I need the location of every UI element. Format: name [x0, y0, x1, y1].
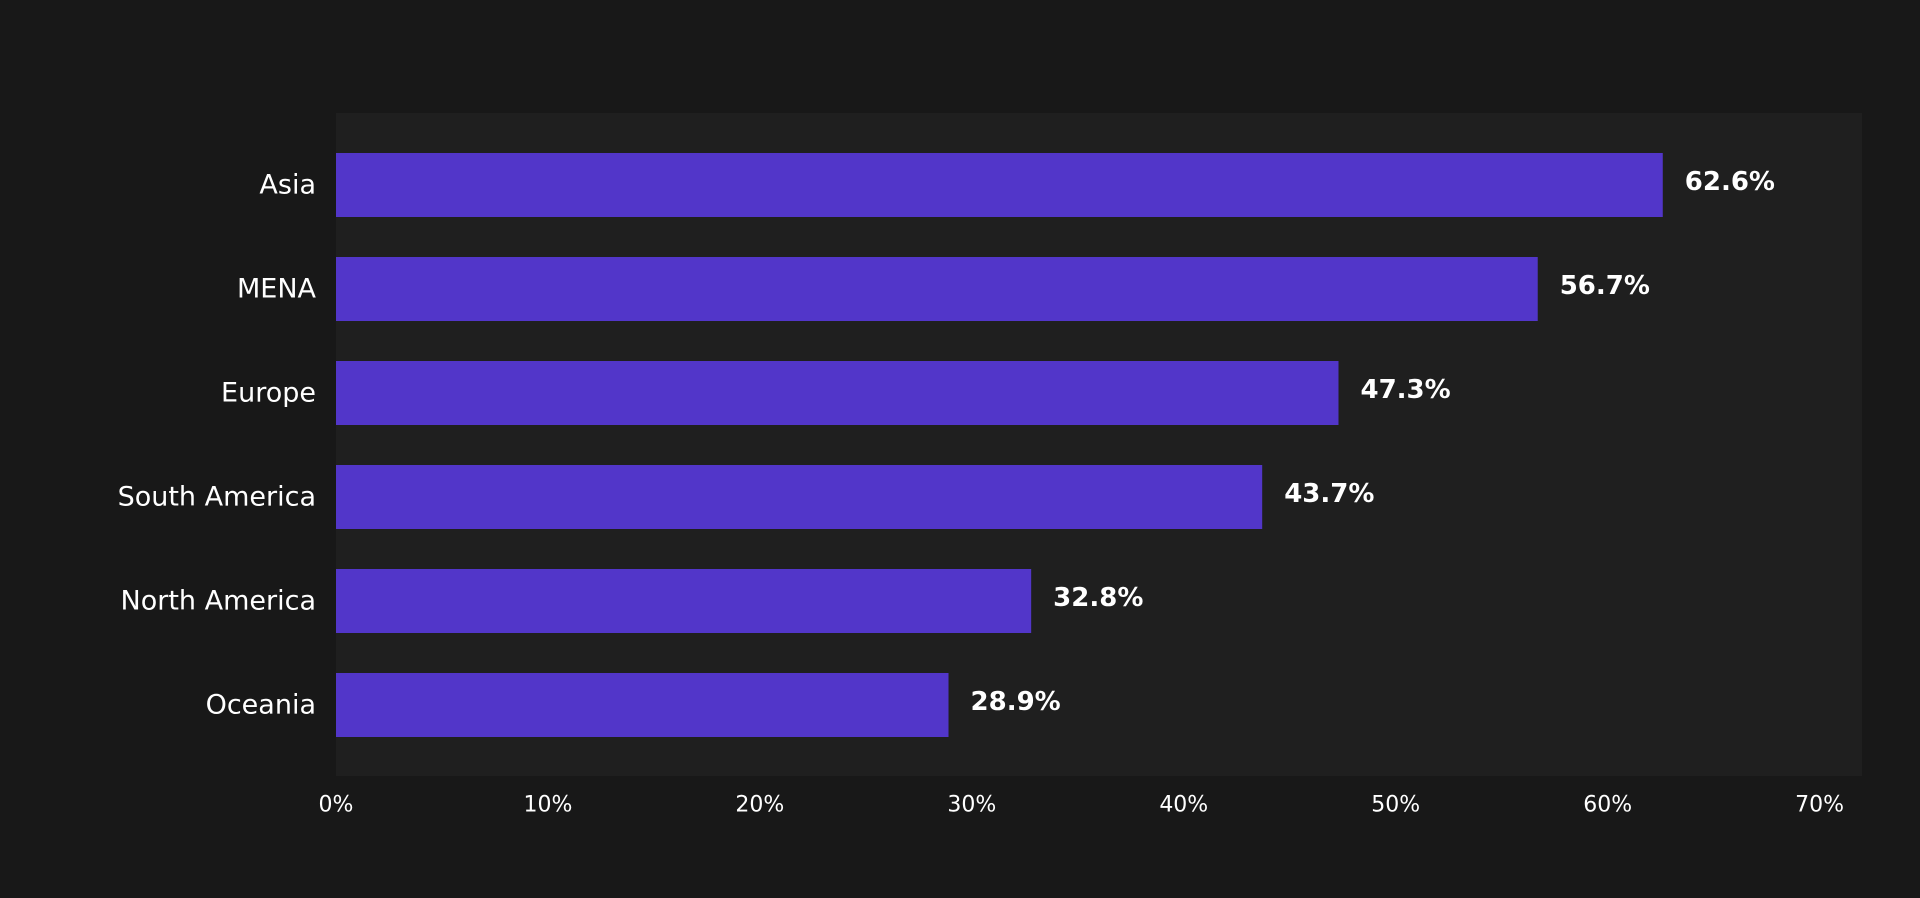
x-tick-label-70: 70%: [1795, 793, 1844, 818]
x-tick-label-50: 50%: [1371, 793, 1420, 818]
bar-south-america: [336, 465, 1263, 529]
bar-europe: [336, 361, 1339, 425]
category-labels-group: Asia MENA Europe South America North America…: [118, 170, 317, 721]
x-tick-label-40: 40%: [1159, 793, 1208, 818]
x-tick-label-0: 0%: [319, 793, 354, 818]
value-label-south-america: 43.7%: [1284, 479, 1374, 509]
category-label-mena: MENA: [237, 274, 317, 305]
value-label-asia: 62.6%: [1685, 167, 1775, 197]
x-tick-label-20: 20%: [735, 793, 784, 818]
category-label-south-america: South America: [118, 482, 316, 513]
x-tick-label-60: 60%: [1583, 793, 1632, 818]
bar-north-america: [336, 569, 1032, 633]
category-label-asia: Asia: [259, 170, 316, 201]
value-labels-group: 62.6% 56.7% 47.3% 43.7% 32.8% 28.9%: [971, 167, 1775, 717]
value-label-mena: 56.7%: [1560, 271, 1650, 301]
bar-oceania: [336, 673, 949, 737]
category-label-north-america: North America: [121, 586, 316, 617]
bar-mena: [336, 257, 1538, 321]
value-label-north-america: 32.8%: [1053, 583, 1143, 613]
category-label-europe: Europe: [221, 378, 316, 409]
x-axis-ticks-group: 0% 10% 20% 30% 40% 50% 60% 70%: [319, 793, 1845, 818]
bars-group: [336, 153, 1663, 737]
x-tick-label-10: 10%: [523, 793, 572, 818]
category-label-oceania: Oceania: [206, 690, 316, 721]
bar-asia: [336, 153, 1663, 217]
value-label-oceania: 28.9%: [971, 687, 1061, 717]
plot-area: [336, 113, 1862, 776]
value-label-europe: 47.3%: [1360, 375, 1450, 405]
x-tick-label-30: 30%: [947, 793, 996, 818]
